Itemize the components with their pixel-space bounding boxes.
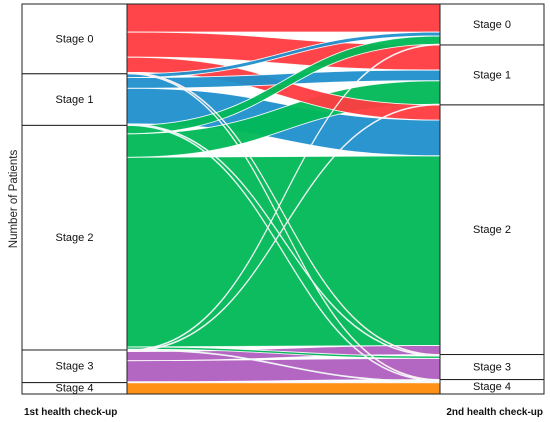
first-label-stage-2: Stage 2 xyxy=(56,232,94,244)
second-label-stage-4: Stage 4 xyxy=(473,381,511,393)
first-checkup-label: 1st health check-up xyxy=(24,407,117,418)
second-label-stage-1: Stage 1 xyxy=(473,69,511,81)
second-label-stage-3: Stage 3 xyxy=(473,361,511,373)
second-node-stage-0 xyxy=(439,3,545,46)
flow-stage-3-to-stage-4 xyxy=(126,381,441,384)
second-checkup-label: 2nd health check-up xyxy=(446,407,543,418)
flow-stage-2-to-stage-2 xyxy=(126,155,441,348)
second-node-stage-4 xyxy=(439,379,545,395)
flow-stage-4-to-stage-4 xyxy=(126,382,441,395)
flow-stage-3-to-stage-3 xyxy=(126,357,441,383)
first-node-stage-3 xyxy=(21,349,128,384)
second-node-stage-2 xyxy=(439,104,545,356)
first-label-stage-3: Stage 3 xyxy=(56,361,94,373)
first-label-stage-1: Stage 1 xyxy=(56,94,94,106)
first-node-stage-4 xyxy=(21,382,128,395)
first-node-stage-1 xyxy=(21,73,128,126)
stage-nodes: Stage 0 Stage 1 Stage 2 Stage 3 Stage 4 Stage… xyxy=(21,3,545,395)
first-node-stage-0 xyxy=(21,3,128,75)
y-axis-title: Number of Patients xyxy=(8,150,20,249)
first-node-stage-2 xyxy=(21,124,128,351)
first-label-stage-0: Stage 0 xyxy=(56,33,94,45)
flow-bands xyxy=(126,3,441,395)
first-label-stage-4: Stage 4 xyxy=(56,383,94,395)
flow-stage-0-to-stage-0 xyxy=(126,3,441,33)
second-node-stage-1 xyxy=(439,44,545,106)
second-label-stage-2: Stage 2 xyxy=(473,224,511,236)
second-label-stage-0: Stage 0 xyxy=(473,19,511,31)
